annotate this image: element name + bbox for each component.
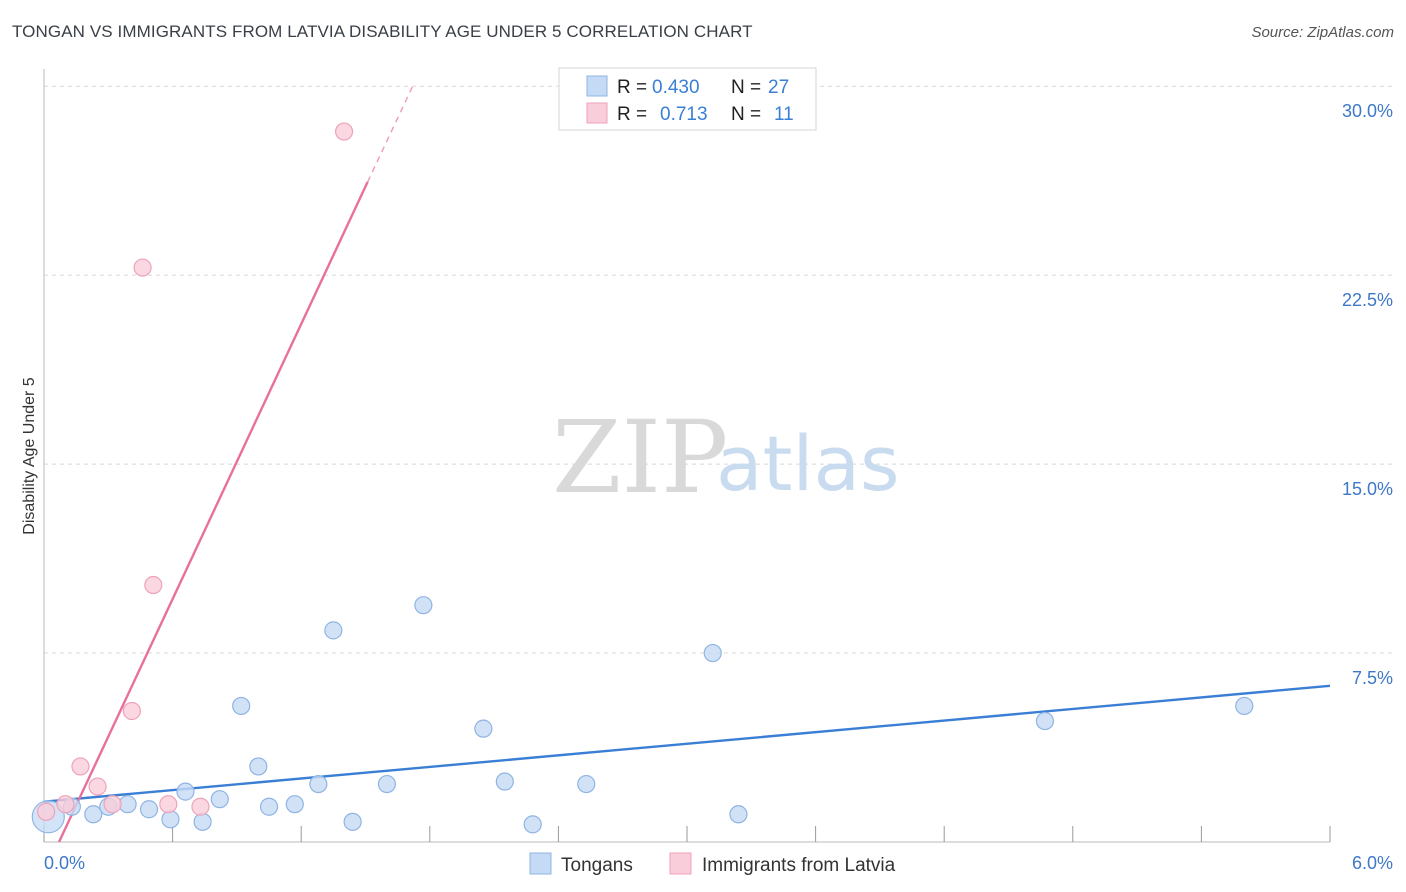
latvia-point-8: [159, 795, 178, 814]
legend-n-label-2: N =: [731, 104, 761, 125]
legend-swatch-latvia: [586, 102, 608, 124]
tongan-point-26: [1235, 696, 1254, 716]
legend-swatch-tongans: [586, 75, 608, 97]
source-credit: Source: ZipAtlas.com: [1251, 24, 1394, 41]
correlation-legend: R = 0.430 N = 27 R = 0.713 N = 11: [558, 67, 817, 131]
trend-line-0: [43, 684, 1331, 803]
tongan-point-8: [193, 812, 212, 831]
y-tick-label-1: 15.0%: [1342, 479, 1393, 499]
tongan-point-16: [343, 812, 362, 831]
latvia-point-6: [133, 258, 152, 277]
chart-title: TONGAN VS IMMIGRANTS FROM LATVIA DISABIL…: [12, 22, 753, 41]
latvia-point-2: [71, 757, 90, 776]
legend-swatch-bottom-latvia: [669, 852, 692, 875]
trend-extension-1: [367, 85, 414, 183]
watermark-atlas: atlas: [716, 419, 900, 508]
tongan-point-10: [232, 696, 251, 716]
watermark-zip: ZIP: [552, 399, 728, 516]
legend-r-value-2: 0.713: [660, 104, 708, 125]
tongan-point-2: [84, 805, 103, 824]
legend-n-value-2: 11: [774, 104, 794, 125]
tongan-point-12: [259, 797, 279, 816]
tongan-point-24: [729, 805, 748, 824]
x-tick-label-max: 6.0%: [1352, 853, 1393, 873]
axes: [43, 69, 1331, 843]
latvia-point-5: [122, 701, 141, 721]
tongan-point-21: [523, 815, 542, 834]
y-tick-label-2: 22.5%: [1342, 290, 1393, 310]
tongan-point-6: [161, 810, 180, 829]
tongan-point-23: [703, 643, 722, 663]
trend-line-1: [57, 181, 369, 843]
latvia-point-7: [144, 575, 163, 595]
tongan-point-20: [495, 772, 514, 791]
tongan-point-5: [139, 800, 159, 819]
tongan-point-14: [309, 774, 328, 794]
tongan-point-18: [414, 596, 433, 615]
tongan-point-11: [249, 757, 268, 776]
tongan-point-7: [176, 782, 195, 801]
trend-lines: [43, 85, 1331, 843]
latvia-point-1: [56, 795, 75, 814]
latvia-point-3: [88, 777, 107, 796]
legend-n-value-1: 27: [768, 77, 789, 98]
y-axis-label: Disability Age Under 5: [21, 377, 38, 535]
tongan-point-13: [285, 795, 304, 814]
legend-r-label-1: R =: [617, 77, 647, 98]
tongan-point-22: [577, 774, 596, 794]
latvia-point-0: [37, 802, 56, 821]
tongan-point-19: [474, 719, 493, 738]
legend-r-value-1: 0.430: [652, 77, 700, 98]
tongan-point-9: [210, 790, 229, 809]
legend-swatch-bottom-tongans: [529, 852, 552, 875]
latvia-point-10: [334, 122, 354, 141]
tongan-point-15: [324, 621, 343, 640]
y-tick-labels: 7.5% 15.0% 22.5% 30.0%: [1342, 101, 1393, 688]
latvia-point-4: [103, 795, 122, 814]
tongan-point-17: [377, 774, 397, 794]
y-tick-label-3: 30.0%: [1342, 101, 1393, 121]
gridlines: [44, 85, 1393, 654]
series-legend: Tongans Immigrants from Latvia: [529, 852, 896, 876]
data-points: [31, 122, 1254, 834]
legend-r-label-2: R =: [617, 104, 647, 125]
legend-n-label-1: N =: [731, 77, 761, 98]
legend-label-latvia: Immigrants from Latvia: [702, 855, 896, 876]
legend-label-tongans: Tongans: [561, 855, 633, 876]
x-tick-label-min: 0.0%: [44, 853, 85, 873]
y-tick-label-0: 7.5%: [1352, 668, 1393, 688]
latvia-point-9: [191, 797, 210, 816]
tongan-point-25: [1035, 711, 1055, 731]
